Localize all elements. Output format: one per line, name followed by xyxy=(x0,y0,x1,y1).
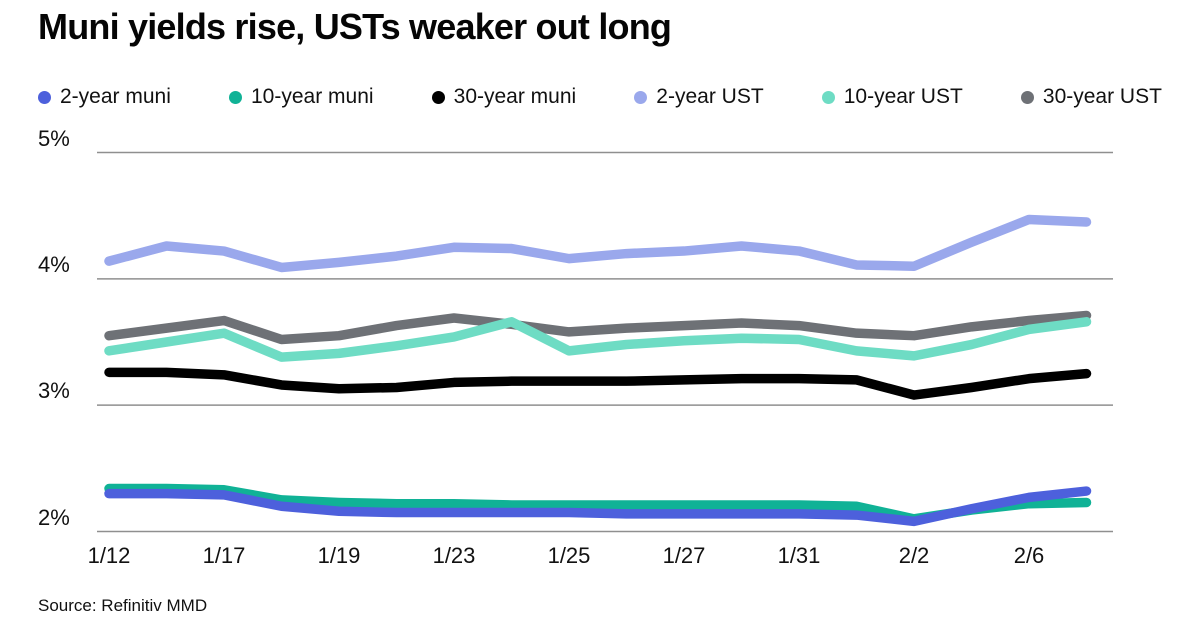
y-tick-label: 2% xyxy=(38,504,70,530)
y-tick-label: 4% xyxy=(38,251,70,277)
x-tick-label: 1/12 xyxy=(87,543,131,568)
legend-item-10-year-muni: 10-year muni xyxy=(228,85,374,109)
series-line-2-year-muni xyxy=(104,486,1092,527)
legend-item-2-year-ust: 2-year UST xyxy=(634,85,764,109)
legend-dot-icon xyxy=(431,90,445,104)
legend-label: 30-year UST xyxy=(1042,85,1162,108)
legend-label: 2-year UST xyxy=(656,85,764,108)
legend-label: 10-year muni xyxy=(250,85,374,108)
x-tick-label: 1/17 xyxy=(202,543,246,568)
series-line-10-year-ust xyxy=(104,317,1092,362)
legend-item-30-year-muni: 30-year muni xyxy=(431,85,577,109)
page-title: Muni yields rise, USTs weaker out long xyxy=(38,6,672,47)
chart-legend: 2-year muni 10-year muni 30-year muni 2-yea… xyxy=(38,84,1162,110)
legend-dot-icon xyxy=(634,90,648,104)
legend-item-10-year-ust: 10-year UST xyxy=(821,85,963,109)
legend-label: 2-year muni xyxy=(60,85,171,108)
y-tick-label: 3% xyxy=(38,378,70,404)
source-note: Source: Refinitiv MMD xyxy=(38,596,208,615)
x-tick-label: 1/25 xyxy=(547,543,591,568)
legend-item-30-year-ust: 30-year UST xyxy=(1020,85,1162,109)
legend-label: 10-year UST xyxy=(843,85,963,108)
legend-dot-icon xyxy=(821,90,835,104)
x-tick-label: 1/27 xyxy=(662,543,706,568)
x-tick-label: 2/6 xyxy=(1013,543,1045,568)
series-line-30-year-muni xyxy=(104,367,1092,400)
x-tick-label: 1/23 xyxy=(432,543,476,568)
legend-dot-icon xyxy=(228,90,242,104)
series-line-30-year-ust xyxy=(104,310,1092,345)
series-line-2-year-ust xyxy=(104,214,1092,273)
legend-dot-icon xyxy=(38,90,51,104)
legend-dot-icon xyxy=(1020,90,1034,104)
x-tick-label: 1/19 xyxy=(317,543,361,568)
legend-item-2-year-muni: 2-year muni xyxy=(38,85,171,109)
legend-label: 30-year muni xyxy=(453,85,577,108)
x-tick-label: 2/2 xyxy=(898,543,930,568)
y-tick-label: 5% xyxy=(38,125,70,151)
x-tick-label: 1/31 xyxy=(777,543,821,568)
